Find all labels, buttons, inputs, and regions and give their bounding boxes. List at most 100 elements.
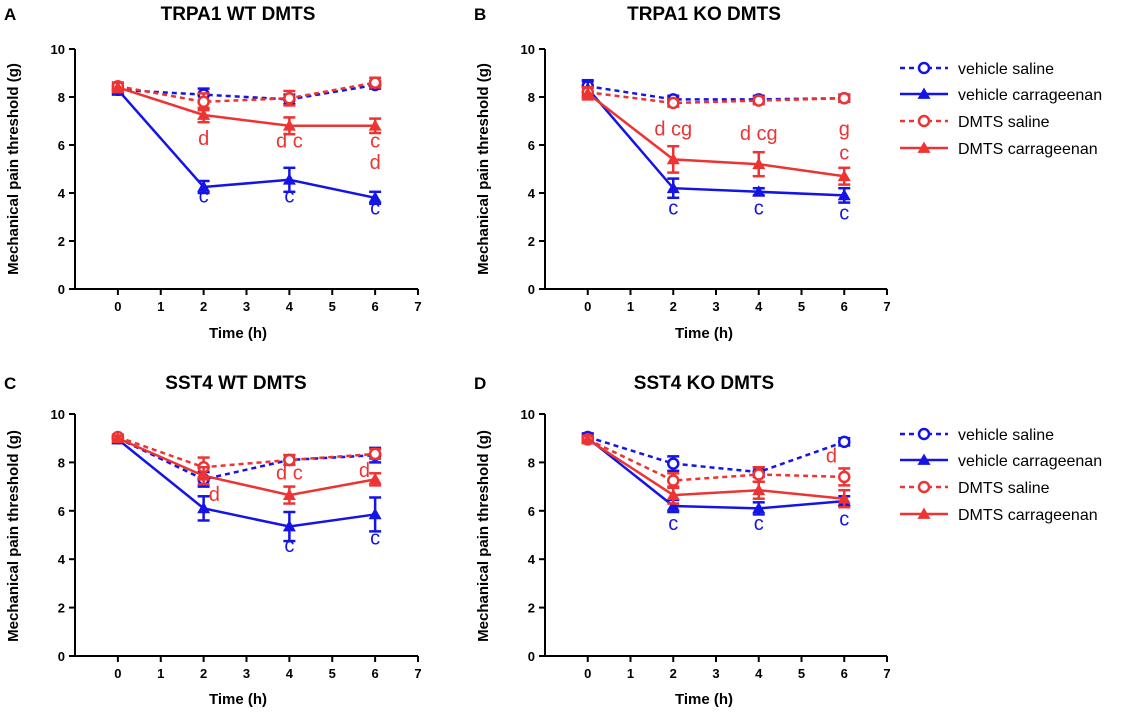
x-tick-label: 0 [114,666,121,681]
x-tick-label: 1 [157,666,164,681]
significance-label: d cg [654,118,692,140]
significance-label: d [826,445,837,467]
series-line-vehicle-carrageenan [586,87,845,197]
legend-entry: DMTS saline [900,114,1050,131]
data-point-vehicle-carrageenan [282,173,296,185]
chart-title-b: TRPA1 KO DMTS [627,4,781,25]
x-tick-label: 1 [627,299,634,314]
y-axis-label-b: Mechanical pain threshold (g) [475,63,492,275]
y-tick-label: 4 [528,186,536,201]
series-line-dmts-saline [117,435,376,469]
significance-label: c [754,198,764,220]
data-point-dmts-saline [667,474,680,487]
x-tick-label: 5 [798,666,805,681]
series-line-dmts-saline [587,438,845,482]
data-point-dmts-saline [838,470,851,484]
data-point-dmts-saline [752,94,765,107]
y-tick-label: 10 [521,407,535,422]
data-point-dmts-carrageenan [752,157,766,170]
legend-entry: vehicle saline [900,427,1054,444]
x-axis-label-a: Time (h) [209,325,267,342]
data-point-vehicle-carrageenan [368,191,382,203]
legend-label: vehicle carrageenan [958,87,1102,104]
y-tick-label: 8 [528,90,535,105]
x-tick-label: 7 [414,299,421,314]
x-tick-label: 4 [286,299,294,314]
legend-label: DMTS carrageenan [958,507,1098,524]
significance-label: d [209,484,220,506]
y-tick-label: 2 [528,234,535,249]
legend-marker [917,61,931,75]
significance-label: c [284,535,294,557]
x-tick-label: 6 [841,299,848,314]
significance-label: c [668,198,678,220]
panel-letter-a: A [4,5,16,24]
legend-swatch-vehicle-carrageenan [900,87,948,99]
legend-swatch-vehicle-saline [900,427,948,441]
x-tick-label: 1 [157,299,164,314]
series-line-vehicle-saline [117,437,376,481]
significance-label: d [370,152,381,174]
data-point-dmts-carrageenan [197,469,211,481]
x-tick-label: 2 [200,666,207,681]
legend-marker [917,453,931,465]
legend-label: DMTS carrageenan [958,141,1098,158]
x-tick-label: 1 [627,666,634,681]
series-line-vehicle-carrageenan [586,437,845,510]
panel-letter-b: B [474,5,486,24]
y-tick-label: 10 [521,42,535,57]
legend-label: vehicle saline [958,61,1054,78]
y-tick-label: 6 [528,138,535,153]
y-axis-label-d: Mechanical pain threshold (g) [475,430,492,642]
significance-label: c [839,202,849,224]
panel-a: A TRPA1 WT DMTS Mechanical pain threshol… [4,4,422,342]
data-point-vehicle-carrageenan [837,188,851,201]
data-point-dmts-carrageenan [666,152,680,165]
data-point-dmts-carrageenan [111,431,125,444]
series-line-dmts-carrageenan [117,437,376,497]
series-line-vehicle-carrageenan [117,438,376,528]
series-line-vehicle-carrageenan [116,88,376,200]
y-tick-label: 8 [58,90,65,105]
panel-d: D SST4 KO DMTS Mechanical pain threshold… [474,373,891,708]
series-line-vehicle-saline [117,83,376,101]
series-line-dmts-carrageenan [117,86,376,128]
data-point-dmts-saline [838,91,851,105]
plot-area-d: 0 2 4 6 8 10 0 1 2 3 4 5 6 7 c c c d [521,407,891,681]
x-tick-label: 6 [372,666,379,681]
data-point-dmts-carrageenan [368,119,382,131]
y-tick-label: 10 [51,42,65,57]
legend-entry: DMTS carrageenan [900,507,1098,524]
panel-letter-c: C [4,374,16,393]
data-point-dmts-saline [752,468,765,481]
x-tick-label: 0 [584,666,591,681]
data-point-dmts-carrageenan [666,488,680,500]
x-axis-label-b: Time (h) [675,325,733,342]
x-tick-label: 2 [670,666,677,681]
legend-swatch-dmts-saline [900,480,948,494]
x-tick-label: 5 [329,299,336,314]
panel-c: C SST4 WT DMTS Mechanical pain threshold… [4,373,422,708]
x-tick-label: 3 [243,299,250,314]
x-tick-label: 7 [883,666,890,681]
y-tick-label: 8 [528,455,535,470]
data-point-dmts-carrageenan [282,488,296,500]
x-tick-label: 6 [372,299,379,314]
y-tick-label: 0 [58,649,65,664]
legend-entry: vehicle carrageenan [900,453,1102,470]
legend-marker [917,480,931,494]
data-point-dmts-carrageenan [752,483,766,496]
y-tick-label: 6 [58,138,65,153]
legend-top: vehicle saline vehicle carrageenan DMTS … [900,61,1102,158]
data-point-dmts-carrageenan [197,108,211,120]
data-point-vehicle-carrageenan [197,180,211,192]
data-point-dmts-saline [368,447,382,461]
significance-label: d [359,460,370,482]
data-point-vehicle-carrageenan [666,181,680,194]
legend-entry: DMTS carrageenan [900,141,1098,158]
legend-entry: vehicle saline [900,61,1054,78]
data-point-dmts-saline [197,95,210,109]
y-tick-label: 6 [528,504,535,519]
y-tick-label: 8 [58,455,65,470]
